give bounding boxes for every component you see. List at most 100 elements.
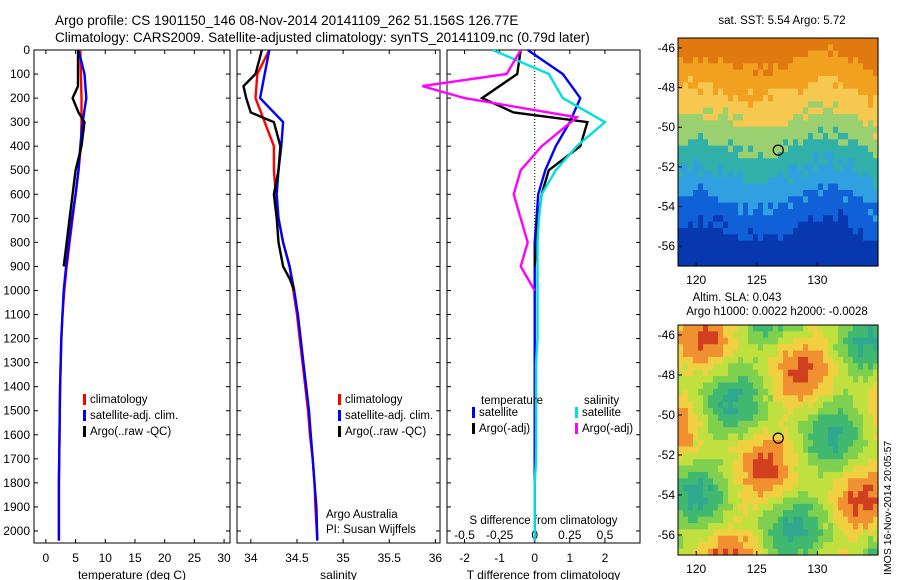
heatmap-cell (848, 240, 854, 248)
heatmap-cell (708, 190, 714, 197)
heatmap-cell (783, 395, 789, 403)
heatmap-cell (723, 388, 729, 396)
heatmap-cell (793, 57, 799, 64)
x-axis-label: T difference from climatology (467, 568, 621, 580)
heatmap-cell (828, 133, 834, 140)
heatmap-cell (718, 516, 724, 524)
heatmap-cell (798, 183, 804, 191)
heatmap-cell (738, 376, 744, 384)
heatmap-cell (698, 63, 704, 71)
heatmap-cell (803, 388, 809, 396)
heatmap-cell (823, 465, 829, 473)
heatmap-cell (713, 171, 719, 178)
heatmap-cell (873, 408, 879, 416)
heatmap-cell (718, 510, 724, 518)
heatmap-cell (738, 82, 744, 90)
heatmap-cell (868, 427, 874, 435)
heatmap-cell (743, 158, 749, 166)
x-axis-label: temperature (deg C) (78, 568, 186, 580)
heatmap-cell (818, 190, 824, 197)
heatmap-cell (803, 471, 809, 479)
heatmap-cell (768, 420, 774, 428)
heatmap-cell (863, 542, 869, 550)
heatmap-cell (773, 484, 779, 492)
y-tick-label: 1400 (3, 380, 30, 394)
heatmap-cell (738, 101, 744, 109)
legend-swatch (472, 407, 475, 418)
heatmap-cell (843, 114, 849, 121)
heatmap-cell (783, 414, 789, 422)
heatmap-cell (853, 503, 859, 511)
heatmap-cell (868, 221, 874, 229)
heatmap-cell (798, 57, 804, 64)
series-line-3 (62, 50, 86, 267)
heatmap-cell (763, 548, 769, 556)
heatmap-cell (773, 259, 779, 267)
heatmap-cell (843, 253, 849, 261)
heatmap-cell (813, 325, 819, 332)
heatmap-cell (758, 164, 764, 172)
heatmap-cell (768, 401, 774, 409)
heatmap-cell (758, 120, 764, 128)
heatmap-cell (853, 491, 859, 499)
heatmap-cell (838, 171, 844, 178)
heatmap-cell (763, 337, 769, 345)
heatmap-cell (758, 497, 764, 505)
series-line-2 (57, 49, 88, 541)
heatmap-cell (708, 202, 714, 210)
heatmap-cell (773, 247, 779, 254)
heatmap-cell (768, 325, 774, 332)
heatmap-cell (823, 177, 829, 185)
heatmap-cell (838, 440, 844, 447)
heatmap-cell (838, 433, 844, 441)
heatmap-cell (718, 183, 724, 191)
heatmap-cell (833, 88, 839, 96)
heatmap-cell (873, 446, 879, 454)
heatmap-cell (718, 478, 724, 486)
heatmap-cell (838, 452, 844, 460)
heatmap-cell (838, 446, 844, 454)
heatmap-cell (873, 459, 879, 467)
heatmap-cell (783, 376, 789, 384)
heatmap-cell (813, 363, 819, 371)
heatmap-cell (708, 497, 714, 505)
heatmap-cell (753, 158, 759, 166)
heatmap-cell (783, 228, 789, 235)
heatmap-cell (818, 215, 824, 223)
heatmap-cell (758, 344, 764, 352)
heatmap-cell (868, 401, 874, 409)
heatmap-cell (863, 145, 869, 153)
heatmap-cell (858, 427, 864, 435)
heatmap-cell (728, 215, 734, 223)
heatmap-cell (783, 190, 789, 197)
heatmap-cell (803, 177, 809, 185)
heatmap-cell (823, 331, 829, 339)
heatmap-cell (678, 459, 684, 467)
heatmap-cell (753, 484, 759, 492)
heatmap-cell (828, 88, 834, 96)
heatmap-cell (733, 471, 739, 479)
heatmap-cell (778, 376, 784, 384)
heatmap-cell (858, 126, 864, 134)
heatmap-cell (788, 240, 794, 248)
heatmap-cell (823, 376, 829, 384)
heatmap-cell (708, 152, 714, 159)
x-tick-label: 35 (336, 551, 350, 565)
heatmap-cell (738, 145, 744, 153)
heatmap-cell (848, 126, 854, 134)
heatmap-cell (763, 57, 769, 64)
heatmap-cell (718, 215, 724, 223)
heatmap-cell (818, 548, 824, 556)
heatmap-cell (743, 133, 749, 140)
heatmap-cell (743, 548, 749, 556)
heatmap-cell (738, 158, 744, 166)
heatmap-cell (803, 350, 809, 358)
heatmap-cell (843, 38, 849, 45)
heatmap-cell (688, 452, 694, 460)
heatmap-cell (733, 202, 739, 210)
heatmap-cell (693, 376, 699, 384)
heatmap-cell (863, 120, 869, 128)
heatmap-cell (758, 158, 764, 166)
heatmap-cell (873, 529, 879, 537)
heatmap-cell (873, 209, 879, 216)
